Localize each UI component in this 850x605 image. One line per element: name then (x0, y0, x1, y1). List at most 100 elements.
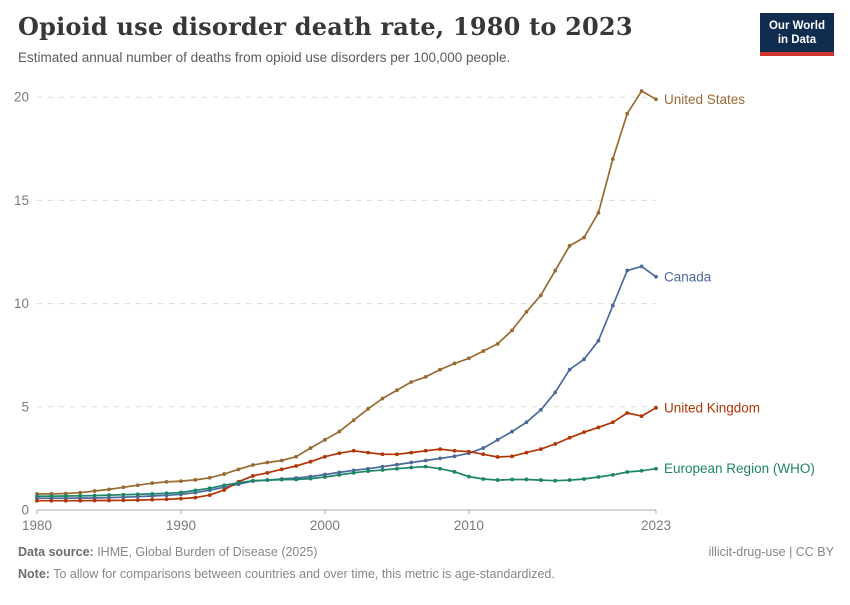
series-point (466, 474, 471, 479)
series-point (251, 478, 255, 483)
series-point (452, 361, 457, 366)
series-point (150, 481, 155, 486)
series-point (510, 429, 514, 434)
series-point (567, 435, 572, 440)
series-point (236, 467, 241, 472)
series-point (394, 452, 399, 457)
series-point (654, 274, 658, 279)
series-point (193, 495, 198, 500)
series-point (481, 349, 486, 353)
series-point (438, 466, 442, 471)
series-point (610, 420, 615, 425)
series-point (394, 462, 399, 467)
series-point (423, 458, 428, 463)
license-link[interactable]: illicit-drug-use | CC BY (708, 545, 834, 560)
series-point (625, 111, 630, 116)
series-point (78, 490, 83, 495)
series-point (351, 418, 356, 423)
series-point (452, 448, 457, 453)
series-point (251, 474, 255, 478)
series-line-3[interactable] (36, 465, 657, 498)
series-point (610, 473, 615, 477)
data-source-label: Data source: (18, 545, 94, 560)
series-label-2[interactable]: United Kingdom (664, 400, 760, 415)
series-line-0[interactable] (36, 90, 657, 495)
series-point (78, 493, 83, 498)
series-point (323, 475, 327, 479)
x-tick-label-2023: 2023 (641, 518, 671, 533)
series-point (438, 447, 442, 452)
series-point (409, 465, 414, 470)
series-point (452, 454, 457, 459)
series-point (164, 480, 169, 484)
series-point (654, 466, 658, 471)
series-point (92, 498, 97, 503)
series-point (596, 425, 601, 430)
series-label-3[interactable]: European Region (WHO) (664, 461, 815, 476)
series-point (251, 463, 255, 467)
series-point (495, 437, 500, 442)
series-line-1[interactable] (36, 265, 657, 500)
y-tick-label-5: 5 (21, 399, 29, 414)
series-point (596, 210, 601, 215)
series-point (524, 309, 529, 314)
series-label-1[interactable]: Canada (664, 269, 712, 284)
series-point (107, 493, 111, 498)
x-tick-label-2010: 2010 (454, 518, 484, 533)
series-point (294, 464, 299, 468)
series-point (92, 489, 97, 493)
owid-logo[interactable]: Our World in Data (759, 13, 834, 56)
series-point (236, 480, 241, 485)
note-text: To allow for comparisons between countri… (49, 567, 555, 582)
series-point (639, 264, 644, 269)
series-label-0[interactable]: United States (664, 92, 745, 107)
series-point (265, 460, 270, 465)
series-point (279, 467, 284, 472)
series-point (121, 485, 126, 490)
series-point (423, 464, 428, 469)
note-label: Note: (18, 567, 50, 582)
series-point (207, 493, 212, 498)
series-point (538, 478, 543, 482)
series-point (510, 454, 514, 459)
series-point (92, 493, 97, 498)
series-point (510, 477, 514, 482)
series-point (380, 452, 385, 457)
series-point (423, 374, 428, 379)
series-point (582, 430, 586, 435)
series-point (351, 470, 356, 475)
series-point (610, 303, 615, 308)
series-point (625, 411, 630, 415)
series-point (495, 341, 500, 346)
y-tick-label-0: 0 (21, 503, 29, 518)
series-point (279, 477, 284, 482)
series-point (150, 492, 155, 496)
series-point (222, 472, 227, 476)
x-tick-label-1990: 1990 (166, 518, 196, 533)
series-point (35, 494, 39, 499)
series-point (654, 97, 658, 102)
series-point (409, 450, 414, 455)
series-point (538, 293, 543, 298)
series-point (222, 488, 227, 492)
series-point (481, 452, 486, 457)
series-point (366, 469, 370, 474)
y-tick-label-15: 15 (14, 193, 29, 208)
series-point (380, 468, 385, 472)
series-point (567, 478, 572, 482)
series-point (135, 498, 140, 502)
series-point (63, 498, 68, 503)
series-point (135, 483, 140, 488)
series-point (510, 328, 514, 333)
series-point (394, 388, 399, 393)
series-line-2[interactable] (36, 406, 657, 502)
series-point (582, 357, 586, 362)
series-point (179, 479, 183, 484)
series-point (380, 396, 385, 401)
series-point (294, 477, 299, 482)
note-line: Note: To allow for comparisons between c… (18, 564, 834, 586)
series-point (495, 455, 500, 459)
series-point (466, 449, 471, 454)
